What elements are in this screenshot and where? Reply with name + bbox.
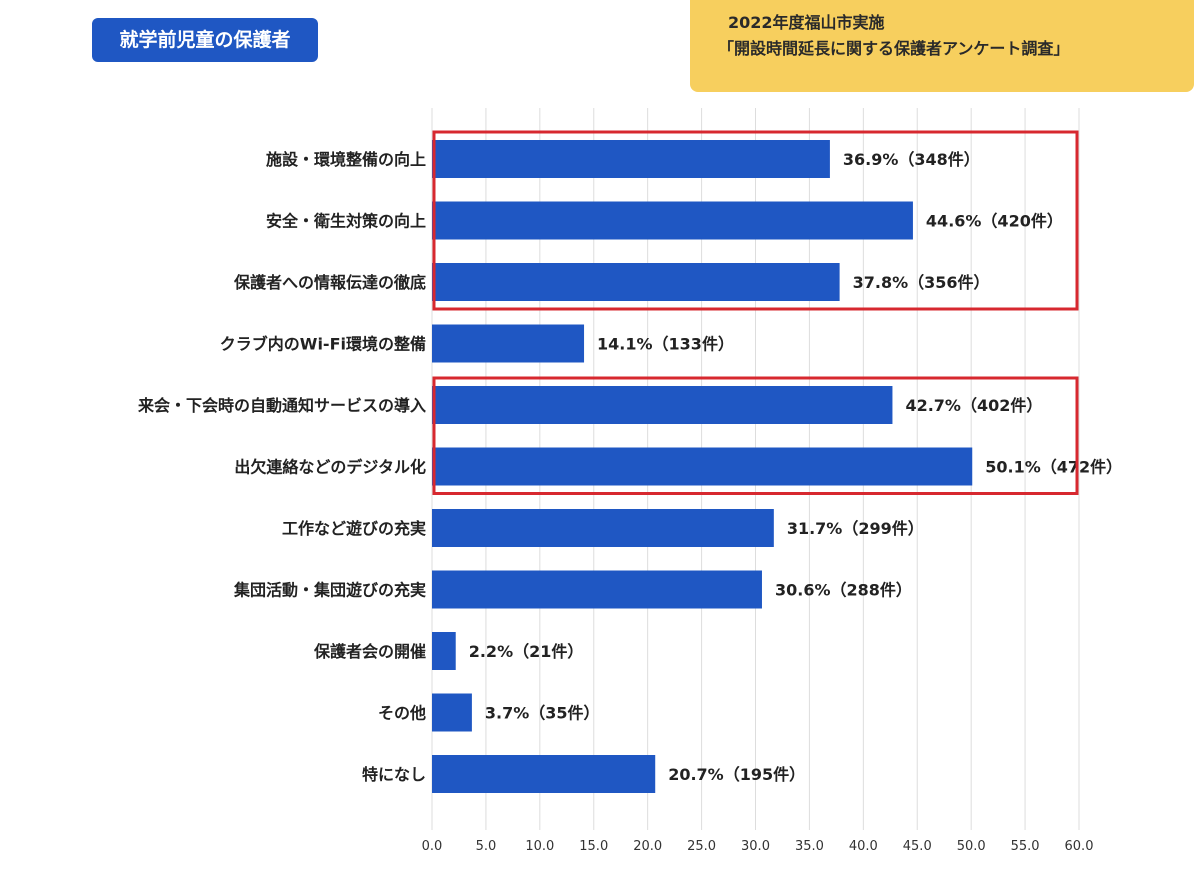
category-label: 保護者会の開催 xyxy=(313,642,426,661)
bar xyxy=(432,201,913,240)
data-label: 2.2%（21件） xyxy=(469,642,584,661)
survey-title-line1: 2022年度福山市実施 xyxy=(728,13,885,32)
data-label: 36.9%（348件） xyxy=(843,150,980,169)
bar xyxy=(432,140,830,178)
bar xyxy=(432,447,973,486)
bar xyxy=(432,632,456,670)
category-labels: 施設・環境整備の向上安全・衛生対策の向上保護者への情報伝達の徹底クラブ内のWi-… xyxy=(137,150,426,784)
data-label: 37.8%（356件） xyxy=(853,273,990,292)
category-label: 保護者への情報伝達の徹底 xyxy=(233,273,426,292)
bar xyxy=(432,324,585,363)
data-label: 20.7%（195件） xyxy=(668,765,805,784)
category-label: 集団活動・集団遊びの充実 xyxy=(233,581,426,600)
data-label: 31.7%（299件） xyxy=(787,519,924,538)
category-label: 来会・下会時の自動通知サービスの導入 xyxy=(137,396,426,415)
data-label: 14.1%（133件） xyxy=(597,335,734,354)
x-tick-label: 60.0 xyxy=(1065,839,1094,854)
bar xyxy=(432,509,774,547)
data-label: 44.6%（420件） xyxy=(926,212,1063,231)
bars xyxy=(432,140,973,793)
category-label: その他 xyxy=(378,704,426,723)
x-tick-label: 20.0 xyxy=(633,839,662,854)
category-label: 安全・衛生対策の向上 xyxy=(266,212,426,231)
category-label: クラブ内のWi-Fi環境の整備 xyxy=(220,335,426,354)
data-label: 30.6%（288件） xyxy=(775,581,912,600)
category-label: 出欠連絡などのデジタル化 xyxy=(234,458,426,477)
x-tick-label: 0.0 xyxy=(422,839,443,854)
survey-title-box: 2022年度福山市実施 「開設時間延長に関する保護者アンケート調査」 xyxy=(690,0,1194,92)
x-tick-label: 5.0 xyxy=(476,839,497,854)
x-tick-label: 10.0 xyxy=(525,839,554,854)
x-tick-label: 30.0 xyxy=(741,839,770,854)
x-tick-label: 35.0 xyxy=(795,839,824,854)
highlight-box xyxy=(432,130,1079,311)
x-tick-label: 45.0 xyxy=(903,839,932,854)
category-label: 施設・環境整備の向上 xyxy=(266,150,426,169)
highlight-box xyxy=(432,376,1079,495)
x-tick-label: 50.0 xyxy=(957,839,986,854)
x-tick-label: 40.0 xyxy=(849,839,878,854)
bar xyxy=(432,570,762,609)
bar xyxy=(432,693,472,732)
category-label: 工作など遊びの充実 xyxy=(282,519,426,538)
data-label: 42.7%（402件） xyxy=(905,396,1042,415)
data-label: 3.7%（35件） xyxy=(485,704,600,723)
highlight-boxes xyxy=(432,130,1079,495)
survey-title-line2: 「開設時間延長に関する保護者アンケート調査」 xyxy=(718,39,1070,58)
bar xyxy=(432,755,656,793)
category-label: 特になし xyxy=(362,765,426,784)
bar xyxy=(432,386,893,424)
x-axis-ticks: 0.0 5.0 10.0 15.0 20.0 25.0 30.0 35.0 40.0 45.0 50… xyxy=(422,839,1094,854)
bar xyxy=(432,263,840,301)
data-label: 50.1%（472件） xyxy=(985,458,1122,477)
x-tick-label: 15.0 xyxy=(579,839,608,854)
data-labels: 36.9%（348件） 44.6%（420件） 37.8%（356件） 14.1%（1… xyxy=(469,150,1122,784)
x-tick-label: 25.0 xyxy=(687,839,716,854)
x-tick-label: 55.0 xyxy=(1011,839,1040,854)
respondent-badge: 就学前児童の保護者 xyxy=(92,18,318,62)
